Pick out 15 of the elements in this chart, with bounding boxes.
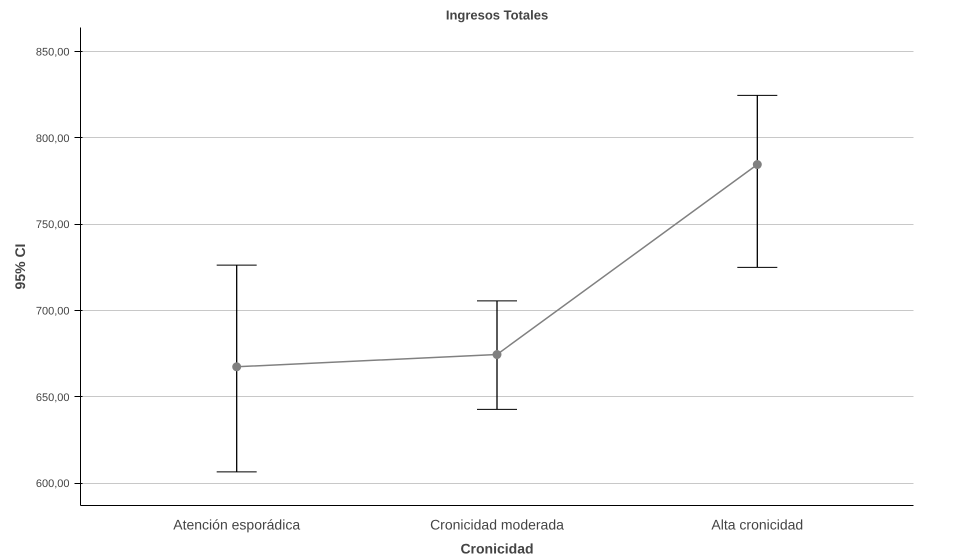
point	[752, 160, 762, 170]
point	[232, 362, 242, 372]
y-tick-label: 800,00	[36, 132, 70, 145]
y-tick-label: 750,00	[36, 219, 70, 232]
y-tick-label: 650,00	[36, 392, 70, 404]
y-tick-label: 700,00	[36, 306, 70, 318]
y-axis-title: 95% CI	[12, 244, 28, 290]
x-tick-label: Alta cronicidad	[711, 516, 804, 532]
y-tick-label: 600,00	[36, 478, 70, 490]
x-tick-label: Cronicidad moderada	[430, 516, 564, 532]
chart-title: Ingresos Totales	[446, 8, 548, 22]
x-axis-title: Cronicidad	[460, 540, 534, 556]
point	[492, 350, 502, 359]
y-tick-label: 850,00	[36, 46, 70, 59]
x-tick-label: Atención esporádica	[173, 516, 300, 532]
